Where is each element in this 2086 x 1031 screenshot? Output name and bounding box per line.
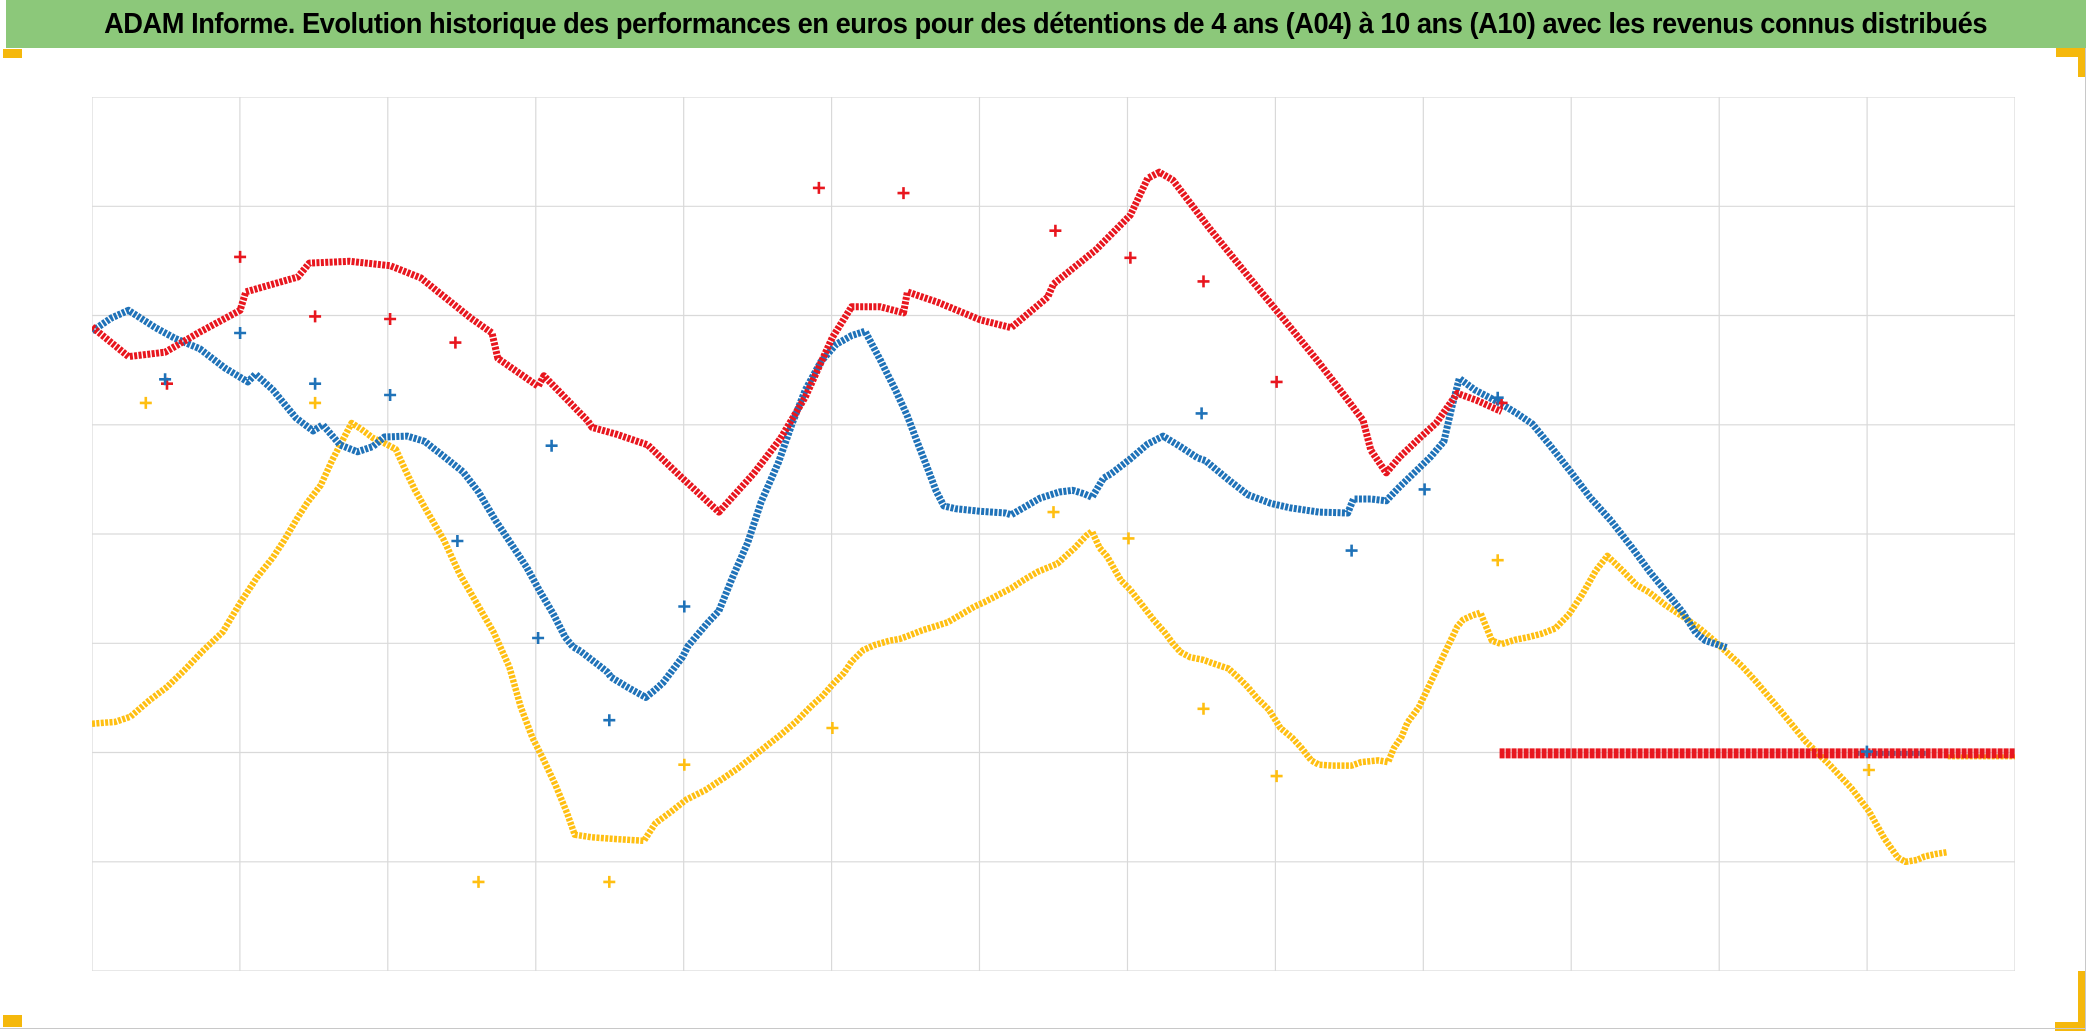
gridlines [92,97,2015,971]
series-gold [92,419,1949,866]
outlier-markers-gold [139,396,1875,888]
series-red [92,168,1504,516]
crop-handle-top-left[interactable] [3,49,22,58]
bottom-edge-line [0,1028,2086,1029]
chart-plot-area [92,97,2015,971]
title-bar: ADAM Informe. Evolution historique des p… [6,0,2086,48]
page-title: ADAM Informe. Evolution historique des p… [104,7,1988,40]
crop-handle-bottom-left[interactable] [3,1015,22,1027]
outlier-markers-blue [159,327,1873,758]
series-blue [92,306,1728,701]
crop-handle-bottom-right[interactable] [2055,971,2086,1031]
outlier-markers-red [161,181,1508,409]
performance-chart [92,97,2015,971]
crop-handle-top-right[interactable] [2056,48,2086,77]
